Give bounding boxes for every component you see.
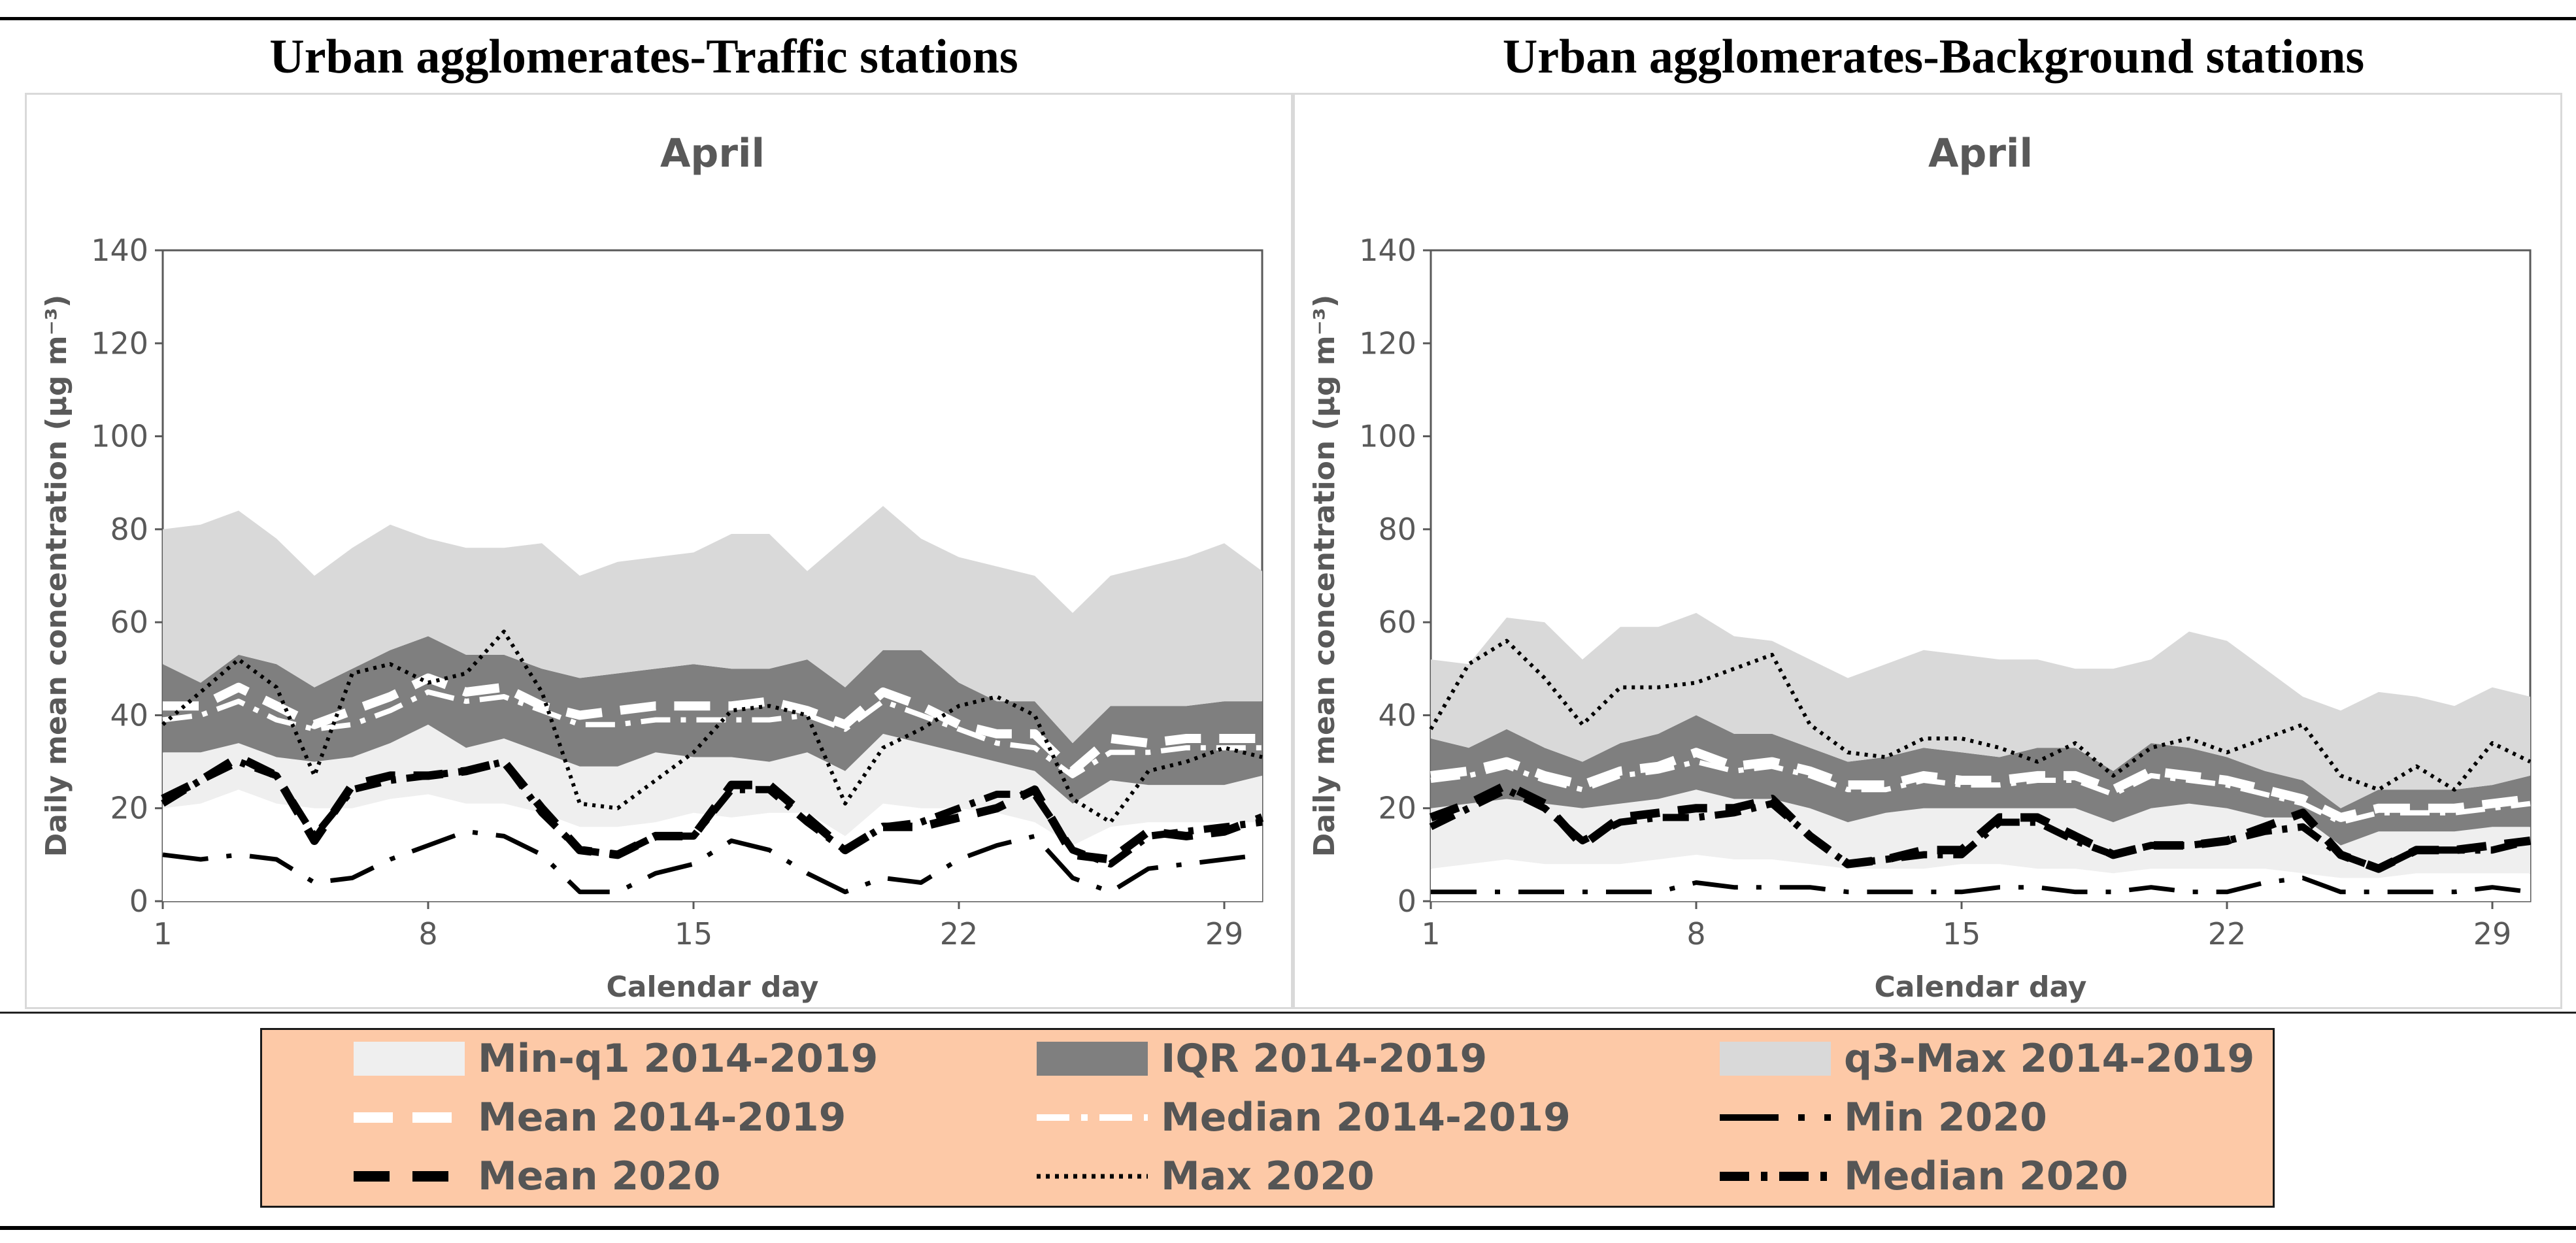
legend-label-min-2020: Min 2020 [1844, 1095, 2047, 1140]
legend: Min-q1 2014-2019 IQR 2014-2019 q3-Max 20… [260, 1028, 2275, 1208]
legend-swatch-iqr [1037, 1042, 1148, 1076]
legend-label-mean-2020: Mean 2020 [478, 1153, 721, 1199]
background-line-mean-2020 [1429, 780, 2531, 873]
traffic-xtick-8: 8 [418, 916, 437, 952]
legend-line-median-2020 [1720, 1172, 1831, 1181]
traffic-ytick-40: 40 [110, 697, 148, 733]
chart-background: 0 20 40 60 80 100 120 140 1 8 15 22 29 April Calendar … [1308, 131, 2532, 1004]
background-ytick-80: 80 [1378, 512, 1416, 547]
chart-frame-traffic: 0 20 40 60 80 100 120 140 1 8 15 22 29 April Calendar … [25, 93, 1293, 1009]
traffic-ytick-0: 0 [129, 884, 148, 919]
background-ytick-20: 20 [1378, 791, 1416, 826]
background-band-q3-max [1431, 612, 2530, 808]
legend-label-max-2020: Max 2020 [1161, 1153, 1375, 1199]
legend-line-mean-2020 [354, 1171, 465, 1182]
background-ytick-120: 120 [1359, 325, 1416, 361]
background-ytick-60: 60 [1378, 605, 1416, 640]
traffic-xtick-1: 1 [153, 916, 172, 952]
chart-frame-background: 0 20 40 60 80 100 120 140 1 8 15 22 29 April Calendar … [1293, 93, 2562, 1009]
legend-label-iqr: IQR 2014-2019 [1161, 1036, 1488, 1082]
background-line-max-2020 [1429, 638, 2532, 792]
traffic-ytick-80: 80 [110, 512, 148, 547]
background-ytick-140: 140 [1359, 233, 1416, 268]
traffic-band-below-min [163, 789, 1262, 901]
traffic-ytick-100: 100 [91, 419, 148, 454]
legend-label-q3-max: q3-Max 2014-2019 [1844, 1036, 2255, 1082]
legend-swatch-q3-max [1720, 1042, 1831, 1076]
background-line-min-2020 [1431, 875, 2531, 895]
traffic-xlabel: Calendar day [607, 970, 819, 1004]
legend-swatch-min-q1 [354, 1042, 465, 1076]
legend-line-max-2020 [1037, 1174, 1148, 1179]
chart-traffic: 0 20 40 60 80 100 120 140 1 8 15 22 29 April Calendar … [40, 131, 1264, 1004]
traffic-line-min-2020 [162, 829, 1263, 895]
traffic-line-mean-2020 [161, 753, 1264, 864]
traffic-xtick-15: 15 [675, 916, 713, 952]
legend-line-mean-hist [354, 1112, 465, 1123]
background-xtick-22: 22 [2208, 916, 2247, 952]
traffic-line-mean-2014-2019 [163, 673, 1262, 776]
traffic-line-max-2020 [161, 629, 1263, 825]
legend-line-min-2020 [1720, 1114, 1831, 1121]
separator-rule [0, 1012, 2576, 1014]
background-xtick-8: 8 [1686, 916, 1705, 952]
background-ylabel: Daily mean concentration (µg m⁻³) [1308, 295, 1341, 857]
background-xtick-15: 15 [1943, 916, 1981, 952]
traffic-line-median-2014-2019 [162, 689, 1262, 778]
legend-label-median-2020: Median 2020 [1844, 1153, 2128, 1199]
traffic-xtick-29: 29 [1205, 916, 1244, 952]
top-rule [0, 17, 2576, 20]
traffic-ytick-60: 60 [110, 605, 148, 640]
traffic-xtick-22: 22 [940, 916, 979, 952]
traffic-band-q3-max [163, 506, 1262, 744]
traffic-ylabel: Daily mean concentration (µg m⁻³) [40, 295, 73, 857]
legend-label-min-q1: Min-q1 2014-2019 [478, 1036, 878, 1082]
background-xlabel: Calendar day [1875, 970, 2087, 1004]
traffic-ytick-20: 20 [110, 791, 148, 826]
legend-label-median-hist: Median 2014-2019 [1161, 1095, 1571, 1140]
legend-label-mean-hist: Mean 2014-2019 [478, 1095, 846, 1140]
background-xtick-1: 1 [1421, 916, 1440, 952]
traffic-ytick-120: 120 [91, 325, 148, 361]
bottom-rule [0, 1226, 2576, 1230]
traffic-ytick-140: 140 [91, 233, 148, 268]
background-band-below-min [1431, 854, 2530, 901]
background-xtick-29: 29 [2473, 916, 2512, 952]
traffic-title: April [660, 131, 765, 176]
background-line-mean-2014-2019 [1430, 748, 2531, 822]
traffic-band-min-q1 [163, 724, 1262, 846]
panel-heading-background: Urban agglomerates-Background stations [1502, 30, 2365, 84]
background-ytick-40: 40 [1378, 697, 1416, 733]
legend-line-median-hist [1037, 1114, 1148, 1121]
background-line-median-2014-2019 [1430, 759, 2531, 825]
background-title: April [1928, 131, 2033, 176]
panel-heading-traffic: Urban agglomerates-Traffic stations [269, 30, 1018, 84]
background-ytick-0: 0 [1397, 884, 1416, 919]
background-ytick-100: 100 [1359, 419, 1416, 454]
